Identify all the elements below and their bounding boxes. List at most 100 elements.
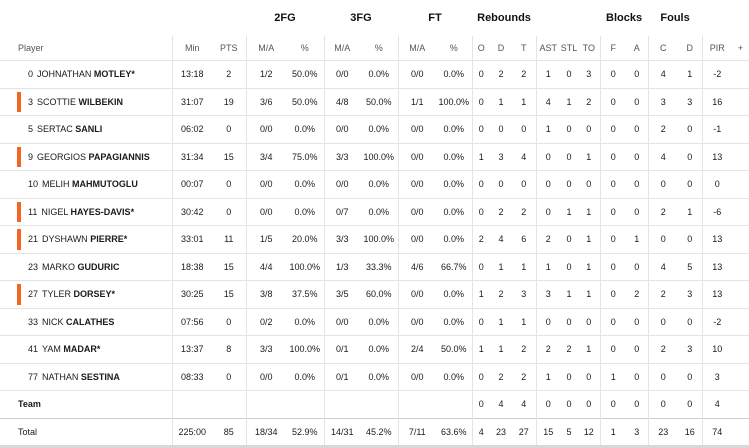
col-ast[interactable]: AST: [535, 36, 561, 61]
player-row[interactable]: 3 SCOTTIE WILBEKIN 31:07 19 3/6 50.0% 4/8 50.0%…: [0, 87, 749, 116]
col-ft-ma[interactable]: M/A: [397, 36, 436, 61]
team-row: Team 0 4 4 0 0 0 0 0 0 0 4: [0, 390, 749, 418]
player-2fg-pct: 37.5%: [286, 280, 324, 308]
player-row[interactable]: 9 GEORGIOS PAPAGIANNIS 31:34 15 3/4 75.0% 3/3 1…: [0, 142, 749, 171]
col-blk-f[interactable]: F: [599, 36, 627, 61]
col-pts[interactable]: PTS: [219, 43, 238, 53]
player-last-name: SANLI: [75, 124, 103, 135]
col-foul-d[interactable]: D: [686, 43, 694, 53]
player-name-cell[interactable]: 5 SERTAC SANLI: [0, 115, 172, 143]
player-name-cell[interactable]: 41 YAM MADAR*: [0, 335, 172, 363]
player-ft-ma: 0/0: [397, 225, 436, 253]
col-blk-a[interactable]: A: [633, 43, 640, 53]
player-stl: 1: [560, 280, 579, 308]
team-3fg-ma: [323, 390, 360, 418]
player-2fg-ma: 0/0: [245, 170, 286, 198]
player-to: 1: [578, 280, 601, 308]
player-reb-d: 2: [490, 60, 513, 88]
player-blk-a: 0: [626, 60, 649, 88]
team-pir: 4: [701, 390, 733, 418]
player-name-cell[interactable]: 23 MARKO GUDURIC: [0, 252, 172, 281]
player-last-name: PAPAGIANNIS: [88, 151, 150, 162]
player-pir: -1: [701, 115, 733, 143]
player-last-name: MOTLEY*: [93, 69, 135, 80]
player-2fg-ma: 1/5: [245, 225, 286, 253]
player-blk-a: 0: [626, 142, 649, 171]
player-2fg-ma: 0/2: [245, 307, 286, 336]
player-3fg-pct: 100.0%: [360, 142, 398, 171]
col-2fg-ma[interactable]: M/A: [245, 36, 286, 61]
player-foul-d: 3: [678, 280, 703, 308]
player-row[interactable]: 0 JOHNATHAN MOTLEY* 13:18 2 1/2 50.0% 0/0 0.0% 0…: [0, 60, 749, 88]
player-plus: [732, 335, 749, 363]
total-foul-d: 16: [678, 417, 703, 448]
col-reb-t[interactable]: T: [521, 43, 527, 53]
col-plus[interactable]: +: [737, 43, 744, 53]
player-foul-c: 4: [647, 252, 679, 281]
player-min: 30:42: [171, 197, 212, 226]
player-2fg-ma: 0/0: [245, 197, 286, 226]
col-min[interactable]: Min: [171, 36, 212, 61]
player-pir: -6: [701, 197, 733, 226]
col-3fg-ma[interactable]: M/A: [323, 36, 360, 61]
player-foul-d: 0: [678, 362, 703, 391]
player-3fg-pct: 0.0%: [360, 170, 398, 198]
player-row[interactable]: 23 MARKO GUDURIC 18:38 15 4/4 100.0% 1/3 33.3% 4…: [0, 252, 749, 281]
player-pir: 10: [701, 335, 733, 363]
player-row[interactable]: 77 NATHAN SESTINA 08:33 0 0/0 0.0% 0/1 0.0% 0/0 0…: [0, 362, 749, 391]
player-reb-t: 6: [512, 225, 537, 253]
player-3fg-ma: 3/3: [323, 225, 360, 253]
player-2fg-pct: 0.0%: [286, 115, 324, 143]
col-stl[interactable]: STL: [560, 43, 578, 53]
col-reb-o[interactable]: O: [471, 36, 491, 61]
player-row[interactable]: 11 NIGEL HAYES-DAVIS* 30:42 0 0/0 0.0% 0/7 0.0%…: [0, 197, 749, 226]
player-name-cell[interactable]: 33 NICK CALATHES: [0, 307, 172, 336]
player-pts: 0: [212, 362, 246, 391]
player-ft-pct: 0.0%: [436, 225, 473, 253]
player-pir: 0: [701, 170, 733, 198]
player-row[interactable]: 10 MELIH MAHMUTOGLU 00:07 0 0/0 0.0% 0/0 0.0% 0/…: [0, 170, 749, 198]
col-2fg-pct[interactable]: %: [300, 43, 309, 53]
player-name-cell[interactable]: 27 TYLER DORSEY*: [0, 280, 172, 308]
player-ft-ma: 0/0: [397, 142, 436, 171]
player-2fg-ma: 4/4: [245, 252, 286, 281]
player-ft-pct: 100.0%: [436, 87, 473, 116]
player-stl: 1: [560, 87, 579, 116]
col-to[interactable]: TO: [582, 43, 595, 53]
player-2fg-pct: 75.0%: [286, 142, 324, 171]
team-blk-f: 0: [599, 390, 627, 418]
player-stl: 0: [560, 225, 579, 253]
col-3fg-pct[interactable]: %: [374, 43, 383, 53]
player-name-cell[interactable]: 9 GEORGIOS PAPAGIANNIS: [0, 142, 172, 171]
player-row[interactable]: 21 DYSHAWN PIERRE* 33:01 11 1/5 20.0% 3/3 100.0…: [0, 225, 749, 253]
player-foul-c: 2: [647, 335, 679, 363]
col-pir[interactable]: PIR: [701, 36, 733, 61]
player-name-cell[interactable]: 77 NATHAN SESTINA: [0, 362, 172, 391]
col-foul-c[interactable]: C: [647, 36, 679, 61]
player-blk-a: 0: [626, 115, 649, 143]
player-name-cell[interactable]: 3 SCOTTIE WILBEKIN: [0, 87, 172, 116]
player-plus: [732, 307, 749, 336]
player-row[interactable]: 5 SERTAC SANLI 06:02 0 0/0 0.0% 0/0 0.0% 0/0 0.0%…: [0, 115, 749, 143]
player-name-cell[interactable]: 10 MELIH MAHMUTOGLU: [0, 170, 172, 198]
player-blk-f: 0: [599, 142, 627, 171]
col-ft-pct[interactable]: %: [449, 43, 458, 53]
group-blocks: Blocks: [606, 12, 643, 24]
player-row[interactable]: 33 NICK CALATHES 07:56 0 0/2 0.0% 0/0 0.0% 0/0 0.…: [0, 307, 749, 336]
player-row[interactable]: 41 YAM MADAR* 13:37 8 3/3 100.0% 0/1 0.0% 2/4 50.…: [0, 335, 749, 363]
player-ast: 0: [535, 197, 561, 226]
player-ast: 3: [535, 280, 561, 308]
total-ft-pct: 63.6%: [436, 417, 473, 448]
player-ft-ma: 4/6: [397, 252, 436, 281]
player-name-cell[interactable]: 21 DYSHAWN PIERRE*: [0, 225, 172, 253]
player-min: 07:56: [171, 307, 212, 336]
player-pir: 3: [701, 362, 733, 391]
player-name-cell[interactable]: 0 JOHNATHAN MOTLEY*: [0, 60, 172, 88]
col-player[interactable]: Player: [18, 43, 44, 53]
player-name-cell[interactable]: 11 NIGEL HAYES-DAVIS*: [0, 197, 172, 226]
player-first-name: GEORGIOS: [37, 151, 87, 162]
player-row[interactable]: 27 TYLER DORSEY* 30:25 15 3/8 37.5% 3/5 60.0% 0/…: [0, 280, 749, 308]
player-3fg-ma: 3/3: [323, 142, 360, 171]
col-reb-d[interactable]: D: [497, 43, 505, 53]
player-foul-d: 0: [678, 307, 703, 336]
